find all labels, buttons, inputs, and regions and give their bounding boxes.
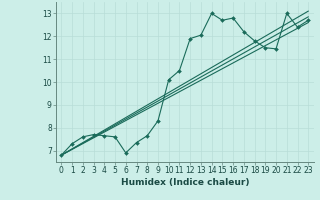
X-axis label: Humidex (Indice chaleur): Humidex (Indice chaleur) (121, 178, 249, 187)
